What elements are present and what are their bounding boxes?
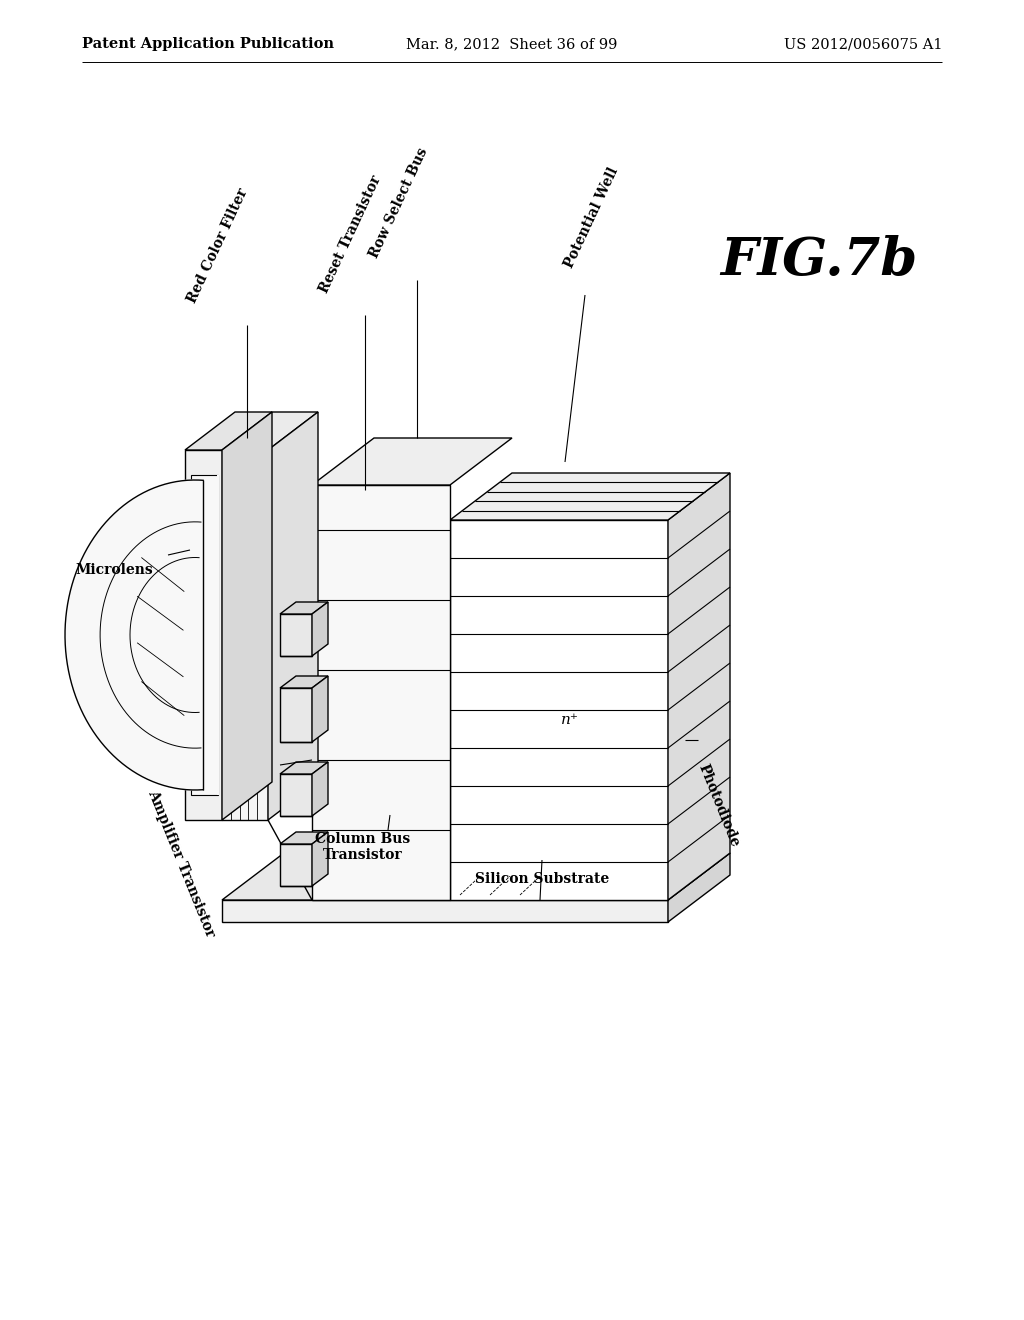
Polygon shape <box>222 412 272 820</box>
Text: Column Bus
Transistor: Column Bus Transistor <box>315 832 411 862</box>
Polygon shape <box>280 774 312 816</box>
Text: Silicon Substrate: Silicon Substrate <box>475 873 609 886</box>
Text: Microlens: Microlens <box>75 564 153 577</box>
Text: Red Color Filter: Red Color Filter <box>185 186 251 305</box>
Polygon shape <box>185 450 222 820</box>
Polygon shape <box>191 475 218 795</box>
Text: Patent Application Publication: Patent Application Publication <box>82 37 334 51</box>
Polygon shape <box>222 450 268 820</box>
Polygon shape <box>222 900 668 921</box>
Text: Photodiode: Photodiode <box>695 763 741 850</box>
Text: Amplifier Transistor: Amplifier Transistor <box>145 787 217 939</box>
Polygon shape <box>312 832 328 886</box>
Polygon shape <box>65 475 218 795</box>
Polygon shape <box>280 676 328 688</box>
Text: Reset Transistor: Reset Transistor <box>317 173 384 294</box>
Polygon shape <box>222 412 318 450</box>
Polygon shape <box>312 438 512 484</box>
Text: Potential Well: Potential Well <box>562 165 622 271</box>
Polygon shape <box>668 853 730 921</box>
Text: n⁺: n⁺ <box>561 713 579 727</box>
Polygon shape <box>312 484 450 900</box>
Polygon shape <box>668 473 730 900</box>
Polygon shape <box>280 762 328 774</box>
Polygon shape <box>280 843 312 886</box>
Polygon shape <box>185 412 272 450</box>
Text: FIG.7b: FIG.7b <box>720 235 918 285</box>
Polygon shape <box>280 614 312 656</box>
Polygon shape <box>312 762 328 816</box>
Polygon shape <box>450 520 668 900</box>
Polygon shape <box>450 473 730 520</box>
Polygon shape <box>280 688 312 742</box>
Text: US 2012/0056075 A1: US 2012/0056075 A1 <box>783 37 942 51</box>
Polygon shape <box>280 602 328 614</box>
Polygon shape <box>312 602 328 656</box>
Text: Row Select Bus: Row Select Bus <box>368 145 431 260</box>
Text: Mar. 8, 2012  Sheet 36 of 99: Mar. 8, 2012 Sheet 36 of 99 <box>407 37 617 51</box>
Polygon shape <box>268 412 318 820</box>
Polygon shape <box>222 853 730 900</box>
Polygon shape <box>280 832 328 843</box>
Polygon shape <box>312 676 328 742</box>
